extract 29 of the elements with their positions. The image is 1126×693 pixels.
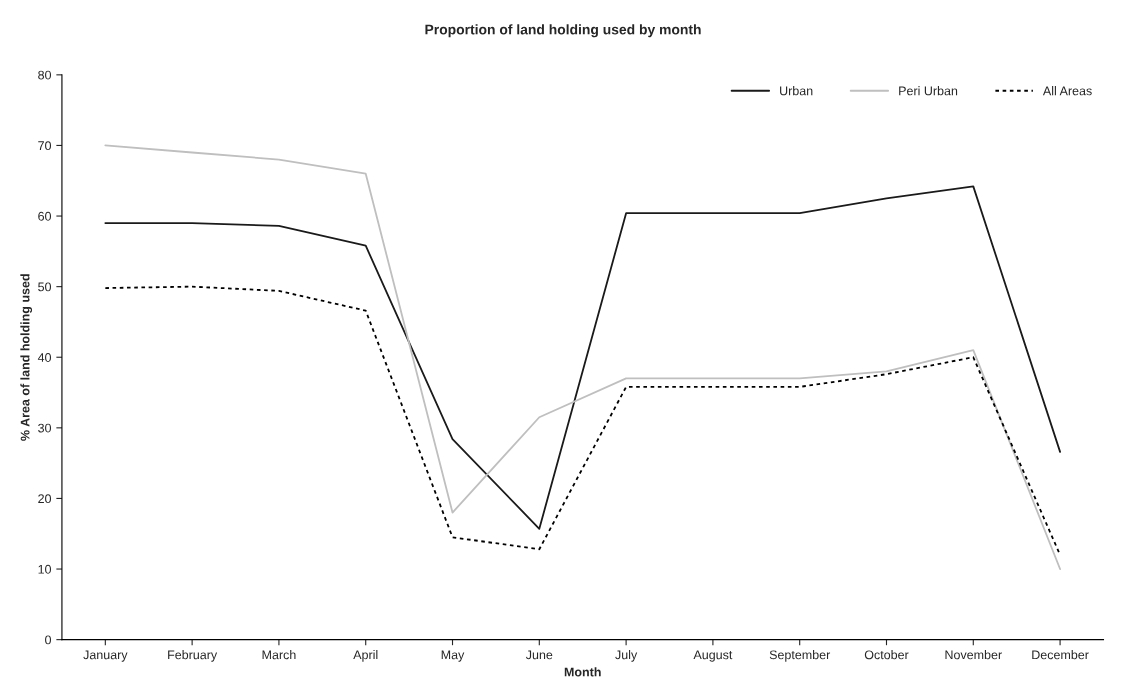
x-tick-label: February: [168, 650, 218, 662]
y-tick-label: 40: [37, 353, 52, 362]
line-series: [104, 144, 1061, 570]
y-tick-label: 20: [38, 494, 52, 504]
legend-label: Urban: [780, 86, 813, 96]
y-tick-label: 80: [38, 70, 52, 80]
x-tick-label: March: [262, 650, 296, 660]
y-tick-label: 50: [38, 282, 52, 292]
y-tick-label: 30: [38, 423, 52, 433]
x-tick-label: October: [864, 650, 909, 660]
x-tick-label: June: [525, 650, 553, 660]
x-tick-label: December: [1032, 650, 1089, 660]
x-tick-label: May: [441, 650, 465, 662]
legend-label: All Areas: [1042, 86, 1092, 96]
x-tick-label: November: [945, 650, 1002, 660]
y-tick-label: 60: [38, 211, 52, 221]
x-tick-label: January: [83, 650, 128, 662]
x-tick-label: August: [693, 650, 733, 662]
line-series: [104, 185, 1061, 530]
y-tick-label: 0: [45, 635, 52, 645]
x-tick-label: September: [769, 650, 831, 662]
y-tick-label: 10: [38, 564, 52, 574]
chart-title: Proportion of land holding used by month: [425, 24, 701, 38]
y-tick-label: 70: [38, 141, 52, 151]
x-tick-label: July: [615, 650, 638, 662]
x-tick-label: April: [353, 650, 378, 662]
y-axis-title: % Area of land holding used: [20, 274, 33, 441]
x-axis-title: Month: [564, 667, 601, 677]
legend-label: Peri Urban: [899, 86, 958, 96]
